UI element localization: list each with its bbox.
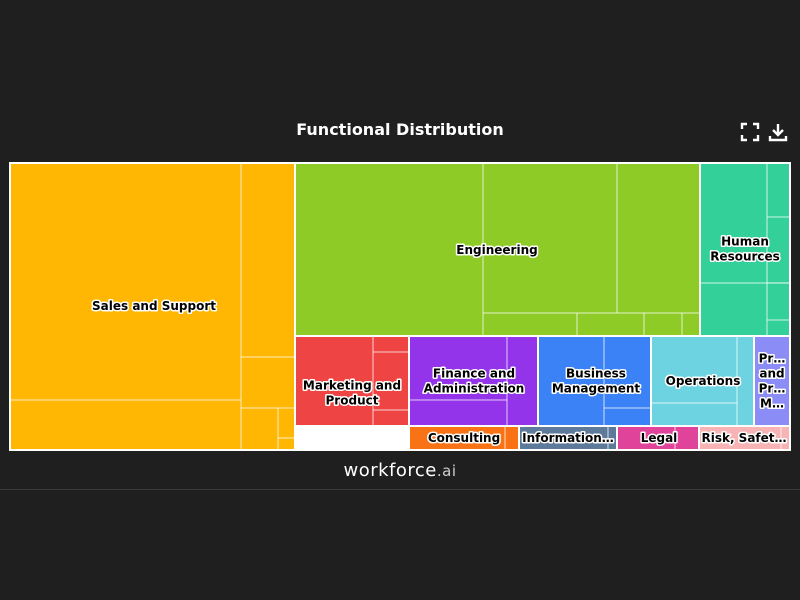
treemap-label: Risk, Safet… — [701, 431, 786, 445]
brand-suffix: .ai — [436, 462, 457, 480]
treemap-tile[interactable] — [618, 427, 698, 449]
treemap-label: Marketing and Product — [303, 379, 401, 408]
fullscreen-icon[interactable] — [740, 122, 760, 142]
treemap-label: Information… — [522, 431, 614, 445]
chart-title: Functional Distribution — [296, 120, 504, 139]
treemap-tile[interactable] — [700, 427, 789, 449]
treemap-label: Operations — [666, 374, 741, 388]
treemap-tile[interactable] — [410, 337, 537, 425]
treemap-label: Consulting — [428, 431, 500, 445]
treemap-tile[interactable] — [410, 427, 518, 449]
treemap-tile[interactable] — [701, 164, 789, 335]
treemap-label: Engineering — [456, 243, 537, 257]
treemap-tile[interactable] — [520, 427, 616, 449]
treemap-label: Legal — [641, 431, 678, 445]
treemap-label: Finance and Administration — [424, 367, 525, 396]
treemap-tile[interactable] — [652, 337, 753, 425]
treemap-label: Business Management — [552, 367, 641, 396]
brand-logo: workforce.ai — [0, 460, 800, 481]
treemap-label: Pr… and Pr… M… — [759, 352, 786, 411]
treemap-label: Sales and Support — [92, 299, 216, 313]
treemap-tile[interactable] — [755, 337, 789, 425]
download-icon[interactable] — [768, 122, 788, 142]
brand-name: workforce — [343, 460, 437, 481]
treemap-tile[interactable] — [11, 164, 294, 449]
treemap-tile[interactable] — [539, 337, 650, 425]
footer-divider — [0, 489, 800, 490]
treemap-tile[interactable] — [296, 164, 699, 335]
treemap-label: Human Resources — [710, 235, 780, 264]
